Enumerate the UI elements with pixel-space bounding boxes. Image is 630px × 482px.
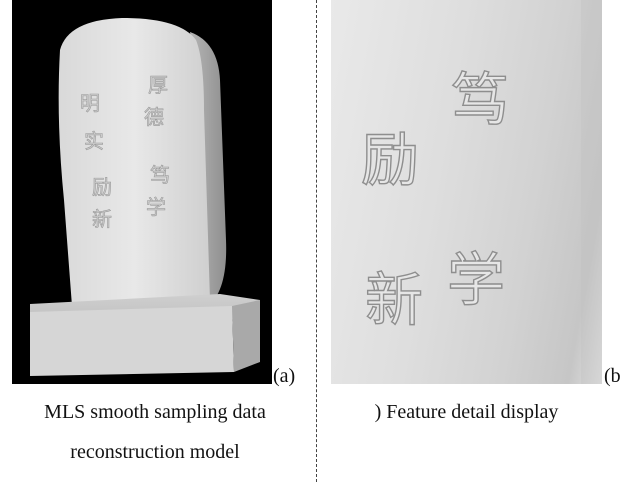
stele-front-face xyxy=(58,18,210,306)
stele-char: 学 xyxy=(146,195,166,219)
stele-char: 厚 xyxy=(148,73,168,97)
panel-a-caption: MLS smooth sampling data reconstruction … xyxy=(12,388,298,466)
panel-a-caption-line-1: MLS smooth sampling data xyxy=(44,401,266,423)
stele-3d-model: 厚 德 笃 学 明 实 励 新 xyxy=(30,18,260,376)
panel-b-label: (b xyxy=(604,365,621,387)
stele-base-side xyxy=(232,300,260,372)
relief-char: 学 xyxy=(447,246,505,314)
stele-char: 德 xyxy=(144,105,164,129)
stele-char: 新 xyxy=(92,207,112,231)
panel-divider xyxy=(316,0,317,482)
feature-detail-image: 笃 学 励 新 xyxy=(331,0,602,384)
relief-char: 新 xyxy=(365,266,423,334)
stele-reconstruction-image: 厚 德 笃 学 明 实 励 新 xyxy=(12,0,272,384)
stele-char: 励 xyxy=(92,175,112,199)
relief-char: 励 xyxy=(361,126,419,194)
stele-base-front xyxy=(30,306,234,376)
panel-b-caption: ) Feature detail display xyxy=(374,401,559,423)
panel-a-label: (a) xyxy=(273,365,296,387)
relief-surface: 笃 学 励 新 xyxy=(360,0,602,384)
stele-char: 笃 xyxy=(150,163,170,187)
stele-char: 明 xyxy=(80,91,100,115)
stele-char: 实 xyxy=(84,129,104,153)
panel-a-caption-line-2: reconstruction model xyxy=(70,441,240,463)
relief-char: 笃 xyxy=(451,66,509,134)
